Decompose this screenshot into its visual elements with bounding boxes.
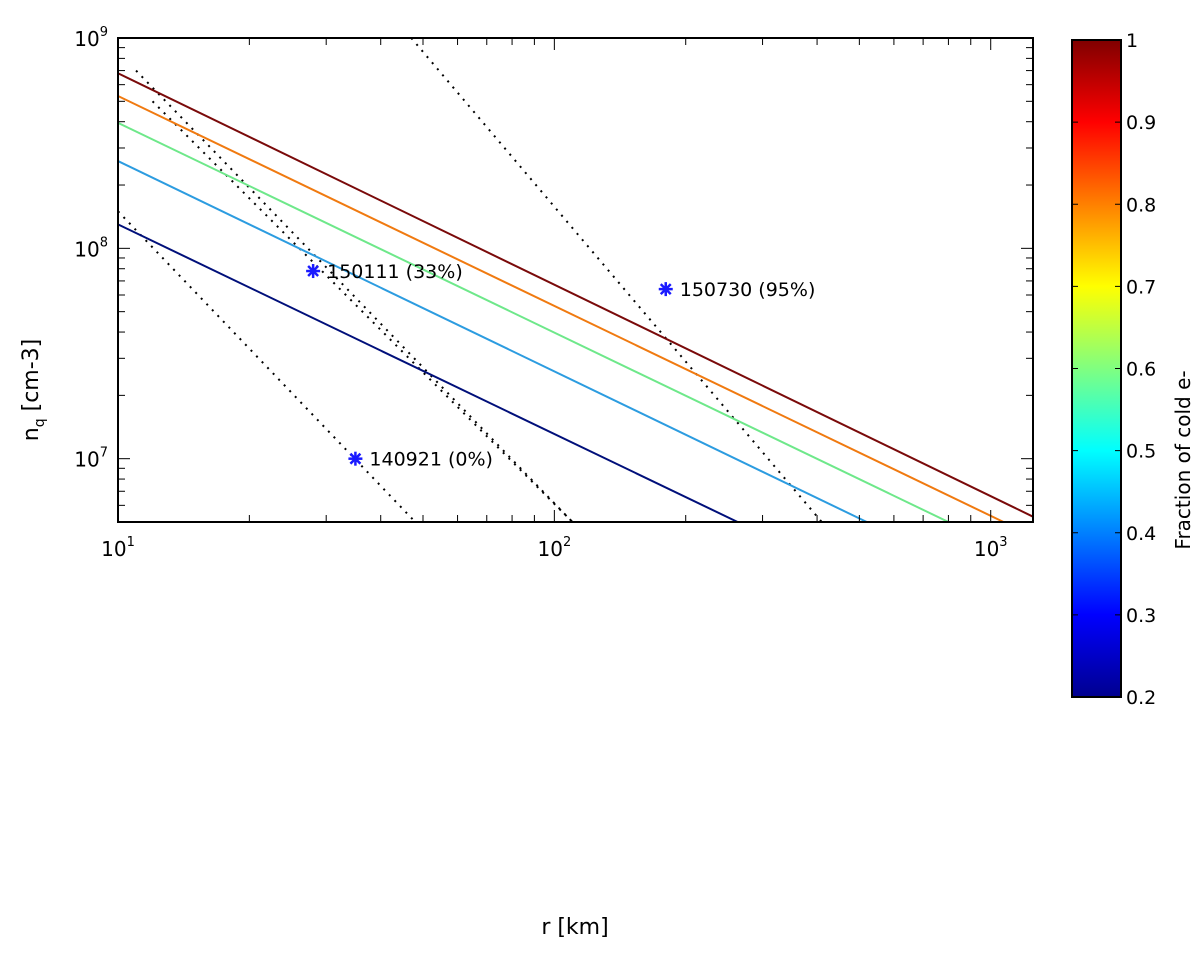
data-point-marker — [348, 451, 363, 466]
x-tick-label: 102 — [537, 535, 571, 561]
colorbar-tick-label: 0.7 — [1126, 276, 1156, 298]
series-lines — [117, 72, 1034, 523]
colorbar-tick-label: 0.5 — [1126, 441, 1156, 463]
guide-line — [135, 69, 574, 523]
series-line — [117, 160, 868, 523]
colorbar-tick-label: 0.3 — [1126, 605, 1156, 627]
x-tick-label: 101 — [101, 535, 135, 561]
data-point-marker — [306, 264, 321, 279]
colorbar-tick-label: 1 — [1126, 30, 1138, 52]
y-tick-label: 107 — [74, 446, 108, 472]
guide-line — [410, 37, 823, 523]
series-line — [117, 223, 739, 523]
plot-frame — [117, 37, 1034, 523]
svg-text:nq [cm-3]: nq [cm-3] — [19, 339, 48, 441]
x-axis-label: r [km] — [541, 915, 608, 940]
guide-line — [151, 100, 574, 523]
marker-stroke — [307, 265, 320, 277]
series-line — [117, 72, 1034, 518]
data-markers: 150111 (33%) 150730 (95%) 140921 (0%) — [306, 261, 815, 471]
colorbar-ticks: 0.2 0.3 0.4 0.5 0.6 0.7 0.8 0.9 1 — [1072, 30, 1156, 709]
y-axis-label: nq [cm-3] — [19, 339, 48, 441]
y-tick-label: 108 — [74, 235, 108, 261]
colorbar-label: Fraction of cold e- — [1171, 370, 1195, 549]
colorbar-tick-label: 0.4 — [1126, 523, 1156, 545]
guide-line — [117, 210, 416, 523]
colorbar-tick-label: 0.6 — [1126, 359, 1156, 381]
data-point-label: 150111 (33%) — [327, 261, 463, 283]
colorbar-tick-label: 0.9 — [1126, 112, 1156, 134]
marker-stroke — [349, 452, 362, 465]
y-axis-label-subscript: q — [32, 418, 48, 427]
x-tick-label: 103 — [974, 535, 1008, 561]
series-line — [117, 121, 949, 523]
colorbar — [1071, 39, 1122, 698]
guide-lines — [117, 37, 823, 523]
y-axis-label-unit: [cm-3] — [19, 339, 44, 412]
colorbar-tick-label: 0.2 — [1126, 687, 1156, 709]
marker-stroke — [659, 283, 672, 295]
x-tick-labels: 101 102 103 — [101, 535, 1007, 561]
data-point-marker — [658, 282, 673, 297]
y-tick-labels: 107 108 109 — [74, 25, 108, 472]
series-line — [117, 95, 1004, 523]
colorbar-tick-label: 0.8 — [1126, 194, 1156, 216]
y-tick-label: 109 — [74, 25, 108, 51]
y-axis-label-symbol: n — [19, 427, 44, 441]
data-point-label: 150730 (95%) — [680, 279, 816, 301]
data-point-label: 140921 (0%) — [369, 449, 493, 471]
